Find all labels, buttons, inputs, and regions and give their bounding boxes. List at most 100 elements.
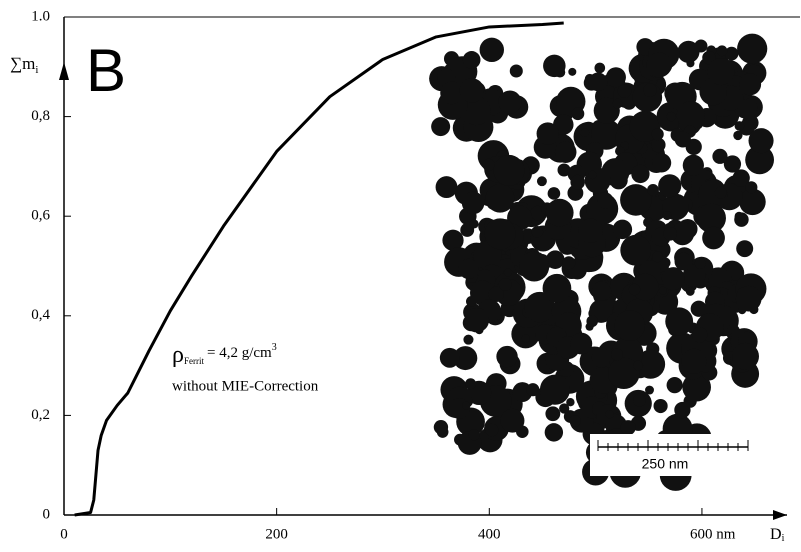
scale-bar-box — [590, 434, 760, 476]
inset-particle — [439, 347, 460, 368]
inset-particle — [469, 219, 479, 229]
x-tick-label: 0 — [60, 526, 68, 542]
inset-particle — [645, 385, 654, 395]
inset-particle — [566, 397, 575, 407]
annotation-sub: Ferrit — [184, 356, 204, 366]
inset-particle — [665, 307, 694, 336]
inset-particle — [620, 420, 636, 436]
inset-particle — [738, 73, 762, 96]
inset-particle — [631, 273, 659, 301]
inset-particle — [647, 184, 659, 196]
annotation-line1: ρFerrit = 4,2 g/cm3 — [172, 342, 277, 368]
x-label-sub: i — [782, 533, 785, 544]
inset-particle — [562, 256, 576, 270]
inset-particle — [617, 84, 632, 99]
inset-particle — [591, 347, 612, 368]
inset-particle — [614, 310, 645, 341]
inset-particle — [676, 101, 705, 130]
inset-particle — [496, 345, 518, 368]
inset-particle — [590, 119, 622, 150]
inset-particle — [578, 218, 603, 243]
inset-particle — [732, 342, 759, 370]
inset-particle — [652, 251, 663, 263]
inset-particle — [493, 154, 525, 186]
inset-particle — [570, 174, 585, 190]
inset-particle — [651, 137, 666, 153]
y-axis-arrow — [59, 62, 69, 80]
inset-particle — [524, 291, 556, 323]
inset-particle — [653, 398, 668, 414]
inset-particle — [663, 227, 678, 241]
y-axis-label: ∑mi — [10, 54, 38, 76]
inset-particle — [597, 192, 614, 209]
inset-particle — [734, 212, 749, 227]
y-tick-label: 0,4 — [31, 307, 50, 323]
inset-particle — [739, 188, 766, 216]
y-tick-label: 0 — [43, 506, 51, 522]
inset-particle — [691, 327, 708, 343]
inset-particle — [745, 181, 758, 194]
inset-particle — [461, 191, 485, 215]
inset-particle — [482, 158, 495, 172]
inset-particle — [586, 315, 598, 328]
inset-particle — [724, 46, 739, 61]
inset-particle — [498, 277, 512, 291]
annotation-line2: without MIE-Correction — [172, 378, 319, 394]
inset-particle — [462, 51, 481, 69]
inset-particle — [569, 415, 581, 427]
inset-particle — [662, 211, 672, 221]
inset-particle — [643, 83, 657, 97]
inset-particle — [732, 169, 750, 187]
inset-particle — [674, 131, 691, 148]
inset-particle — [702, 226, 725, 250]
x-tick-label: 400 — [478, 526, 501, 542]
inset-particle — [465, 378, 477, 390]
y-tick-label: 1.0 — [31, 8, 50, 24]
inset-particle — [536, 122, 559, 145]
inset-particle — [559, 403, 570, 414]
inset-particle — [433, 419, 449, 435]
inset-particle — [745, 145, 775, 175]
annotation-rest: = 4,2 g/cm — [207, 345, 272, 361]
inset-particle — [737, 33, 768, 64]
inset-particle — [464, 307, 490, 333]
inset-particle — [633, 360, 644, 371]
inset-particle — [521, 334, 530, 343]
inset-particle — [591, 281, 612, 301]
inset-particle — [503, 268, 513, 277]
inset-particle — [735, 285, 762, 312]
inset-particle — [594, 62, 606, 74]
y-tick-label: 0,2 — [31, 407, 50, 423]
inset-particle — [536, 176, 547, 187]
y-tick-label: 0,8 — [31, 108, 50, 124]
inset-particle — [461, 96, 491, 126]
inset-particle — [658, 174, 682, 198]
inset-particle — [628, 283, 641, 296]
inset-particle — [484, 218, 516, 250]
inset-particle — [580, 128, 590, 137]
inset-particle — [539, 374, 571, 405]
inset-particle — [440, 81, 463, 105]
inset-particle — [707, 58, 735, 86]
inset-particle — [479, 37, 504, 63]
inset-particle — [646, 52, 672, 78]
inset-particle — [674, 252, 693, 271]
inset-particle — [485, 183, 515, 213]
inset-particle — [545, 250, 565, 270]
inset-particle — [666, 377, 683, 394]
inset-particle — [545, 198, 574, 227]
inset-particle — [716, 45, 728, 57]
annotation-sup: 3 — [272, 342, 277, 353]
data-line — [74, 21, 564, 517]
inset-particle — [682, 372, 711, 402]
inset-particle — [547, 187, 561, 200]
inset-particle — [651, 128, 664, 141]
inset-particle — [682, 154, 704, 176]
inset-particle — [442, 229, 464, 251]
inset-particle — [620, 184, 652, 216]
inset-particle — [694, 257, 706, 270]
inset-particle — [462, 401, 471, 410]
inset-particle — [748, 128, 774, 154]
inset-particle — [682, 264, 706, 288]
inset-particle — [612, 219, 633, 240]
